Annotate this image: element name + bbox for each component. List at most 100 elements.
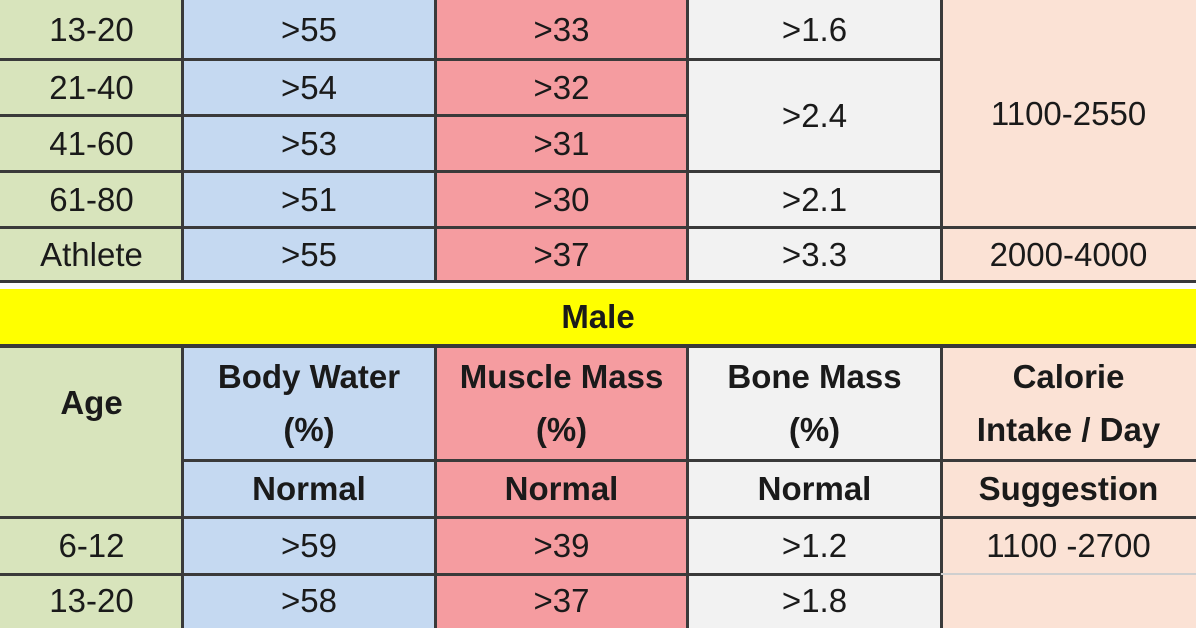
- table-cell-calorie: 2000-4000: [941, 228, 1196, 282]
- table-cell-body-water: >51: [183, 172, 435, 228]
- cell-text: >37: [533, 582, 590, 620]
- subheader-text: Suggestion: [978, 470, 1159, 508]
- header-calorie-intake: Calorie Intake / Day: [941, 346, 1196, 461]
- grid-line: [0, 344, 1196, 348]
- table-cell-calorie: [941, 575, 1196, 628]
- table-cell-body-water: >55: [183, 0, 435, 60]
- header-text-line1: Body Water: [217, 357, 401, 395]
- cell-text: >1.6: [781, 10, 848, 48]
- table-cell-age: 6-12: [0, 518, 183, 575]
- table-cell-body-water: >54: [183, 60, 435, 116]
- cell-text: >55: [281, 10, 337, 48]
- cell-text: >54: [281, 68, 337, 106]
- table-cell-muscle-mass: >32: [435, 60, 688, 116]
- grid-line: [183, 459, 1196, 462]
- cell-text: >33: [533, 10, 590, 48]
- cell-text: >31: [533, 124, 590, 162]
- cell-text: 6-12: [58, 527, 125, 565]
- grid-line: [0, 573, 941, 576]
- cell-text: >51: [281, 180, 337, 218]
- subheader-text: Normal: [757, 470, 872, 508]
- header-age: Age: [0, 346, 183, 461]
- cell-text: >55: [281, 235, 337, 273]
- table-cell-muscle-mass: >31: [435, 116, 688, 172]
- grid-line: [434, 346, 437, 628]
- cell-text: Athlete: [40, 235, 143, 273]
- grid-line: [0, 58, 688, 61]
- header-text-line1: Calorie: [1012, 357, 1125, 395]
- grid-line: [434, 0, 437, 282]
- grid-line: [941, 573, 1196, 575]
- cell-text: 13-20: [49, 10, 134, 48]
- cell-text: >3.3: [781, 235, 848, 273]
- table-cell-body-water: >59: [183, 518, 435, 575]
- cell-text: >59: [281, 527, 337, 565]
- grid-line: [0, 280, 1196, 283]
- cell-text: >1.8: [781, 582, 848, 620]
- section-title-male: Male: [0, 289, 1196, 346]
- table-cell-muscle-mass: >39: [435, 518, 688, 575]
- header-text-line1: Muscle Mass: [459, 357, 664, 395]
- cell-text: >30: [533, 180, 590, 218]
- section-gap: [0, 283, 1196, 289]
- table-cell-body-water: >55: [183, 228, 435, 282]
- table-cell-age: 61-80: [0, 172, 183, 228]
- grid-line: [686, 346, 689, 628]
- table-cell-bone-mass: >1.6: [688, 0, 941, 60]
- subheader-text: Normal: [504, 470, 619, 508]
- grid-line: [181, 0, 184, 282]
- grid-line: [688, 58, 941, 61]
- header-text-line2: (%): [283, 410, 335, 448]
- grid-line: [940, 0, 943, 282]
- table-cell-muscle-mass: >30: [435, 172, 688, 228]
- cell-text: >58: [281, 582, 337, 620]
- subheader-muscle-mass: Normal: [435, 461, 688, 518]
- table-cell-bone-mass: >1.2: [688, 518, 941, 575]
- header-bone-mass: Bone Mass (%): [688, 346, 941, 461]
- cell-text: 61-80: [49, 180, 134, 218]
- subheader-age-blank: [0, 461, 183, 518]
- cell-text: >2.1: [781, 180, 848, 218]
- table-cell-bone-mass: >3.3: [688, 228, 941, 282]
- cell-text: >37: [533, 235, 590, 273]
- table-cell-bone-mass-merged: >2.4: [688, 60, 941, 172]
- cell-text: >53: [281, 124, 337, 162]
- table-cell-age: Athlete: [0, 228, 183, 282]
- header-body-water: Body Water (%): [183, 346, 435, 461]
- header-text-line2: (%): [788, 410, 841, 448]
- table-cell-muscle-mass: >33: [435, 0, 688, 60]
- table-cell-age: 21-40: [0, 60, 183, 116]
- header-text-line2: Intake / Day: [976, 410, 1161, 448]
- table-cell-age: 13-20: [0, 575, 183, 628]
- cell-text: >1.2: [781, 527, 848, 565]
- section-title-text: Male: [561, 298, 635, 336]
- table-cell-bone-mass: >2.1: [688, 172, 941, 228]
- cell-text: 13-20: [49, 582, 134, 620]
- grid-line: [0, 516, 1196, 519]
- table-cell-muscle-mass: >37: [435, 575, 688, 628]
- cell-text: >2.4: [781, 96, 848, 134]
- cell-text: 21-40: [49, 68, 134, 106]
- grid-line: [0, 170, 941, 173]
- table-cell-calorie-merged: 1100-2550: [941, 0, 1196, 228]
- cell-text: 1100-2550: [990, 94, 1147, 132]
- subheader-bone-mass: Normal: [688, 461, 941, 518]
- grid-line: [0, 114, 688, 117]
- grid-line: [0, 226, 1196, 229]
- cell-text: 2000-4000: [989, 235, 1148, 273]
- subheader-text: Normal: [252, 470, 366, 508]
- grid-line: [686, 0, 689, 282]
- grid-line: [940, 346, 943, 628]
- header-muscle-mass: Muscle Mass (%): [435, 346, 688, 461]
- subheader-calorie: Suggestion: [941, 461, 1196, 518]
- table-cell-age: 13-20: [0, 0, 183, 60]
- grid-line: [181, 346, 184, 628]
- table-cell-calorie: 1100 -2700: [941, 518, 1196, 575]
- cell-text: >32: [533, 68, 590, 106]
- table-cell-bone-mass: >1.8: [688, 575, 941, 628]
- header-text: Age: [60, 384, 123, 422]
- cell-text: 1100 -2700: [986, 527, 1151, 565]
- table-cell-body-water: >53: [183, 116, 435, 172]
- header-text-line2: (%): [535, 410, 588, 448]
